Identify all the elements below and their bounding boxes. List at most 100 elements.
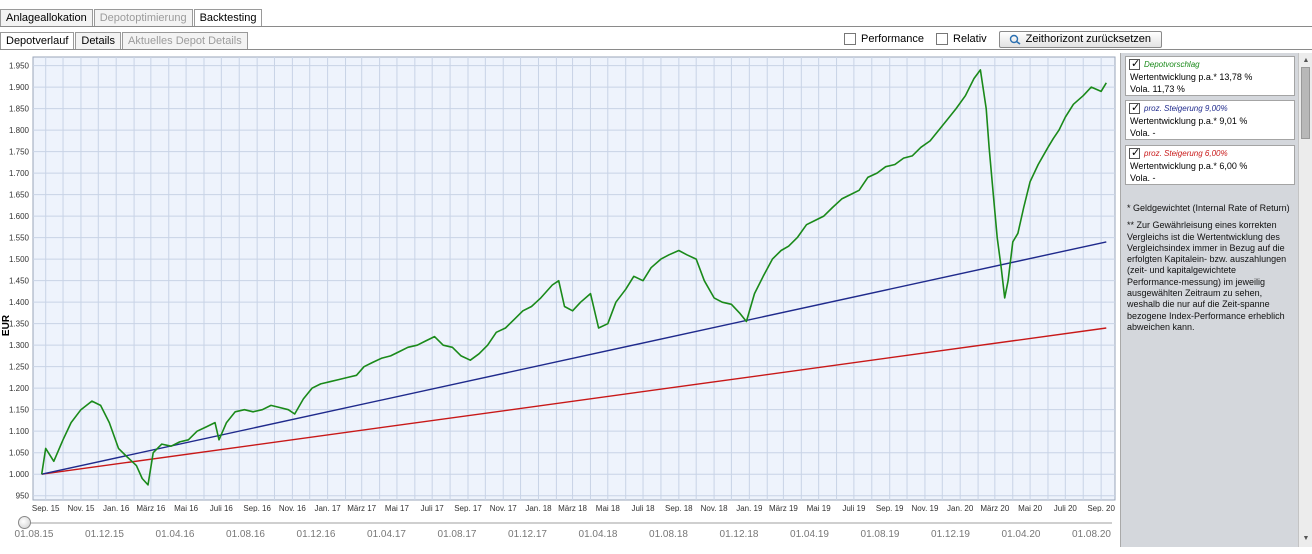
legend-name: proz. Steigerung 6,00% (1144, 149, 1228, 158)
chart-area: 950 1.000 1.050 1.100 1.150 1.200 1.250 1.300 1.… (0, 52, 1117, 512)
performance-checkbox[interactable] (844, 33, 857, 45)
x-tick-label: Sep. 18 (665, 504, 693, 512)
slider-tick-label: 01.04.19 (790, 529, 829, 540)
x-tick-label: Mai 17 (385, 504, 410, 512)
x-tick-label: Jan. 17 (314, 504, 341, 512)
slider-tick-label: 01.04.20 (1001, 529, 1041, 540)
y-tick-label: 1.900 (9, 83, 30, 92)
x-tick-label: Mai 19 (807, 504, 832, 512)
footnotes: * Geldgewichtet (Internal Rate of Return… (1127, 203, 1293, 339)
y-tick-label: 1.000 (9, 470, 30, 479)
magnifier-reset-icon (1009, 34, 1021, 45)
sub-tabs-divider (0, 49, 1312, 50)
y-tick-label: 1.100 (9, 427, 30, 436)
slider-tick-label: 01.04.16 (155, 529, 195, 540)
series-line-steigerung-6 (41, 327, 1107, 475)
y-tick-label: 950 (16, 492, 30, 501)
x-tick-label: Sep. 15 (32, 504, 60, 512)
scrollbar-thumb[interactable] (1301, 67, 1310, 139)
x-tick-label: Sep. 17 (454, 504, 482, 512)
x-tick-label: Nov. 17 (490, 504, 518, 512)
timeframe-slider-ticks: 01.08.15 01.12.15 01.04.16 01.08.16 01.12.16… (0, 529, 1117, 545)
legend-return: Wertentwicklung p.a.* 9,01 % (1130, 116, 1248, 126)
performance-toggle[interactable]: Performance (844, 33, 924, 45)
x-axis-ticks: Sep. 15 Nov. 15 Jan. 16 März 16 Mai 16 Juli 1… (32, 504, 1116, 512)
y-tick-label: 1.450 (9, 277, 30, 286)
tab-anlageallokation[interactable]: Anlageallokation (0, 9, 93, 27)
slider-tick-label: 01.08.17 (437, 529, 477, 540)
x-tick-label: Mai 20 (1018, 504, 1043, 512)
legend-return: Wertentwicklung p.a.* 13,78 % (1130, 72, 1253, 82)
y-tick-label: 1.250 (9, 363, 30, 372)
x-tick-label: März 19 (769, 504, 798, 512)
legend-vola: Vola. - (1130, 173, 1156, 183)
tab-backtesting[interactable]: Backtesting (193, 9, 263, 27)
x-tick-label: Nov. 16 (279, 504, 307, 512)
x-tick-label: Juli 16 (210, 504, 234, 512)
slider-tick-label: 01.08.16 (226, 529, 265, 540)
chart-toolbar: Performance Relativ Zeithorizont zurücks… (844, 30, 1162, 48)
x-tick-label: März 16 (136, 504, 165, 512)
y-tick-label: 1.200 (9, 384, 30, 393)
x-tick-label: Mai 16 (174, 504, 199, 512)
scroll-down-icon[interactable]: ▼ (1302, 535, 1310, 542)
relativ-label: Relativ (953, 33, 987, 45)
x-tick-label: Juli 19 (842, 504, 866, 512)
y-tick-label: 1.700 (9, 169, 30, 178)
legend-vola: Vola. - (1130, 128, 1156, 138)
legend-scrollbar[interactable]: ▲ ▼ (1298, 53, 1312, 547)
reset-timeframe-button[interactable]: Zeithorizont zurücksetzen (998, 30, 1162, 48)
series-line-steigerung-9 (41, 241, 1107, 475)
y-tick-label: 1.300 (9, 341, 30, 350)
timeframe-slider-handle[interactable] (18, 516, 31, 529)
scroll-up-icon[interactable]: ▲ (1302, 57, 1310, 64)
y-tick-label: 1.150 (9, 406, 30, 415)
y-axis-label: EUR (1, 314, 13, 337)
tab-details[interactable]: Details (75, 32, 121, 50)
slider-tick-label: 01.12.15 (85, 529, 124, 540)
slider-tick-label: 01.08.15 (14, 529, 54, 540)
legend-item-steigerung-9: proz. Steigerung 9,00% Wertentwicklung p… (1125, 100, 1295, 140)
slider-tick-label: 01.08.18 (649, 529, 688, 540)
x-tick-label: Sep. 19 (876, 504, 904, 512)
reset-timeframe-label: Zeithorizont zurücksetzen (1025, 33, 1151, 45)
y-tick-label: 1.600 (9, 212, 30, 221)
slider-tick-label: 01.12.17 (508, 529, 547, 540)
legend-panel: Depotvorschlag Wertentwicklung p.a.* 13,… (1120, 53, 1298, 547)
x-tick-label: Nov. 19 (911, 504, 939, 512)
relativ-checkbox[interactable] (936, 33, 949, 45)
footnote-irr: * Geldgewichtet (Internal Rate of Return… (1127, 203, 1290, 213)
slider-tick-label: 01.08.20 (1072, 529, 1111, 540)
series-lines (40, 69, 1107, 486)
x-tick-label: Juli 20 (1054, 504, 1078, 512)
tab-depotoptimierung[interactable]: Depotoptimierung (93, 9, 193, 27)
legend-checkbox-depotvorschlag[interactable] (1129, 57, 1140, 70)
y-tick-label: 1.750 (9, 148, 30, 157)
x-tick-label: Jan. 19 (736, 504, 763, 512)
x-tick-label: März 17 (347, 504, 376, 512)
slider-tick-label: 01.12.18 (719, 529, 759, 540)
x-tick-label: Juli 18 (631, 504, 655, 512)
y-tick-label: 1.800 (9, 126, 30, 135)
portfolio-line-chart[interactable]: 950 1.000 1.050 1.100 1.150 1.200 1.250 1.300 1.… (0, 52, 1117, 512)
slider-tick-label: 01.04.17 (367, 529, 406, 540)
main-tabs: Anlageallokation Depotoptimierung Backte… (0, 7, 263, 27)
relativ-toggle[interactable]: Relativ (936, 33, 987, 45)
slider-tick-label: 01.12.16 (296, 529, 336, 540)
tab-depotverlauf[interactable]: Depotverlauf (0, 32, 75, 50)
y-tick-label: 1.400 (9, 298, 30, 307)
tab-aktuelles-depot-details[interactable]: Aktuelles Depot Details (122, 32, 248, 50)
performance-label: Performance (861, 33, 925, 45)
legend-checkbox-steigerung-6[interactable] (1129, 146, 1140, 159)
legend-checkbox-steigerung-9[interactable] (1129, 101, 1140, 114)
timeframe-slider-track[interactable] (24, 522, 1112, 524)
legend-name: proz. Steigerung 9,00% (1144, 104, 1228, 113)
x-tick-label: Juli 17 (421, 504, 445, 512)
y-tick-label: 1.550 (9, 234, 30, 243)
y-tick-label: 1.500 (9, 255, 30, 264)
x-tick-label: Nov. 15 (67, 504, 95, 512)
slider-tick-label: 01.12.19 (931, 529, 970, 540)
y-tick-label: 1.050 (9, 449, 30, 458)
x-tick-label: Jan. 18 (525, 504, 552, 512)
main-tabs-divider (0, 26, 1312, 27)
